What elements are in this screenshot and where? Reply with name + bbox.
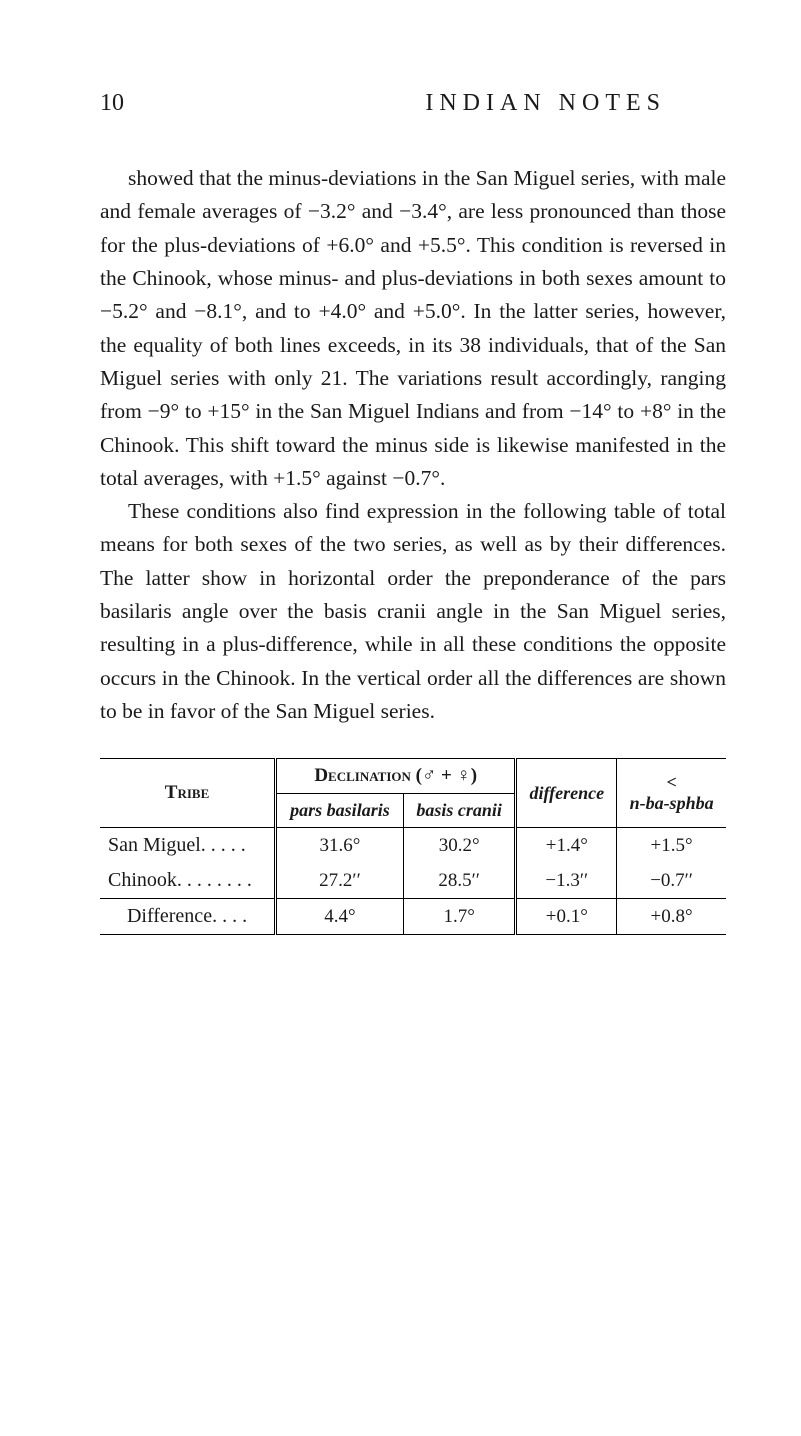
running-title: INDIAN NOTES [425,90,726,117]
col-header-basis-cranii: basis cranii [403,794,516,828]
nbs-label: n-ba-sphba [630,793,714,813]
page-header: 10 INDIAN NOTES [100,90,726,117]
cell-chinook-nbs: −0.7′′ [617,863,726,899]
col-header-pars-basilaris: pars basilaris [276,794,404,828]
cell-san-miguel-pars: 31.6° [276,828,404,864]
cell-diff-diff: +0.1° [516,899,617,935]
cell-chinook-basis: 28.5′′ [403,863,516,899]
col-header-nbs: < n-ba-sphba [617,759,726,828]
paragraph-2: These conditions also find expression in… [100,495,726,728]
page-number: 10 [100,90,124,117]
row-label-chinook: Chinook. . . . . . . . [100,863,276,899]
cell-diff-nbs: +0.8° [617,899,726,935]
cell-chinook-pars: 27.2′′ [276,863,404,899]
table-row: Chinook. . . . . . . . 27.2′′ 28.5′′ −1.… [100,863,726,899]
col-header-declination: Declination (♂ + ♀) [276,759,516,794]
cell-diff-pars: 4.4° [276,899,404,935]
table-header-row-1: Tribe Declination (♂ + ♀) difference < n… [100,759,726,794]
declination-table: Tribe Declination (♂ + ♀) difference < n… [100,758,726,935]
row-label-san-miguel: San Miguel. . . . . [100,828,276,864]
cell-san-miguel-basis: 30.2° [403,828,516,864]
col-header-difference: difference [516,759,617,828]
table-footer-row: Difference. . . . 4.4° 1.7° +0.1° +0.8° [100,899,726,935]
col-header-tribe: Tribe [100,759,276,828]
table-row: San Miguel. . . . . 31.6° 30.2° +1.4° +1… [100,828,726,864]
cell-chinook-diff: −1.3′′ [516,863,617,899]
paragraph-1: showed that the minus-deviations in the … [100,162,726,495]
nbs-symbol: < [666,772,676,792]
row-label-difference: Difference. . . . [100,899,276,935]
cell-san-miguel-diff: +1.4° [516,828,617,864]
cell-diff-basis: 1.7° [403,899,516,935]
cell-san-miguel-nbs: +1.5° [617,828,726,864]
